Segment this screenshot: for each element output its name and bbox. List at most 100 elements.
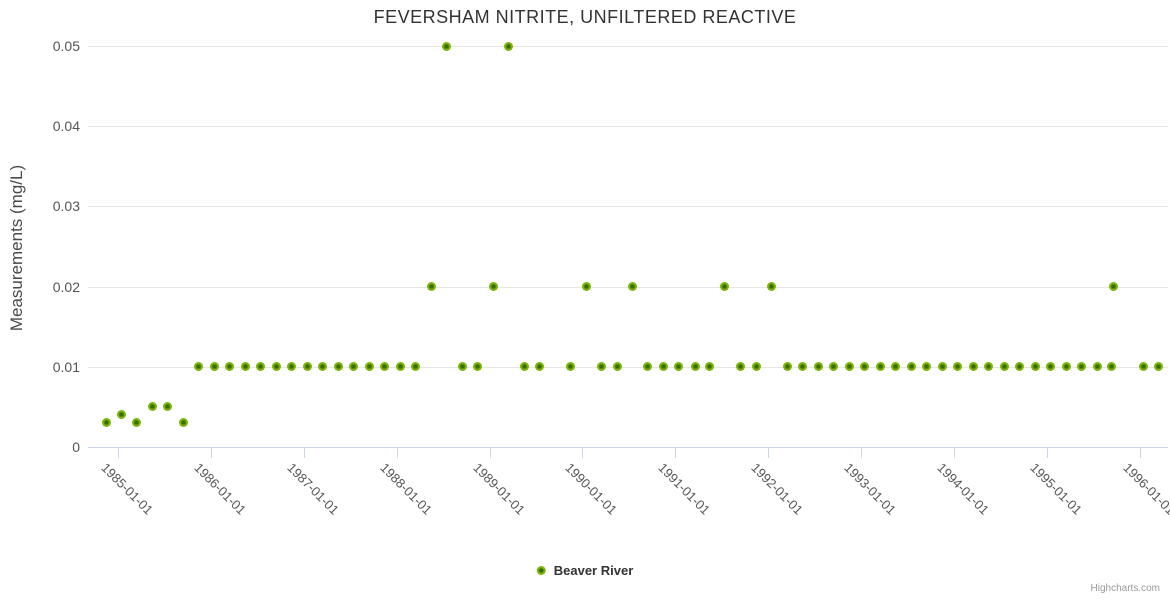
data-point[interactable] [767,282,777,292]
data-point[interactable] [457,362,467,372]
data-point[interactable] [705,362,715,372]
data-point[interactable] [691,362,701,372]
legend-label: Beaver River [553,563,634,578]
x-axis-tick-label: 1986-01-01 [191,460,249,518]
data-point[interactable] [829,362,839,372]
x-axis-tick-label: 1987-01-01 [284,460,342,518]
data-point[interactable] [813,362,823,372]
data-point[interactable] [287,362,297,372]
chart-title: FEVERSHAM NITRITE, UNFILTERED REACTIVE [373,7,797,27]
data-point[interactable] [101,418,111,428]
legend-marker-icon [536,566,546,575]
data-point[interactable] [333,362,343,372]
x-axis-line [88,447,1168,448]
data-point[interactable] [1092,362,1102,372]
data-point[interactable] [999,362,1009,372]
data-point[interactable] [256,362,266,372]
data-point[interactable] [844,362,854,372]
data-point[interactable] [674,362,684,372]
data-point[interactable] [504,41,514,51]
data-point[interactable] [798,362,808,372]
data-point[interactable] [860,362,870,372]
data-point[interactable] [380,362,390,372]
data-point[interactable] [1109,282,1119,292]
data-point[interactable] [937,362,947,372]
data-point[interactable] [597,362,607,372]
x-axis-tick [675,448,677,458]
x-axis-tick [210,448,212,458]
data-point[interactable] [395,362,405,372]
data-point[interactable] [1015,362,1025,372]
data-point[interactable] [411,362,421,372]
data-point[interactable] [751,362,761,372]
data-point[interactable] [719,282,729,292]
x-axis-tick [1047,448,1049,458]
y-gridline [88,126,1168,128]
x-axis-tick [489,448,491,458]
data-point[interactable] [426,282,436,292]
x-axis-tick [303,448,305,458]
x-axis-tick-label: 1990-01-01 [562,460,621,518]
data-point[interactable] [643,362,653,372]
data-point[interactable] [628,282,637,292]
data-point[interactable] [117,410,126,420]
data-point[interactable] [968,362,978,372]
data-point[interactable] [1061,362,1071,372]
data-point[interactable] [535,362,545,372]
legend-item-beaver-river[interactable]: Beaver River [536,563,634,578]
data-point[interactable] [519,362,529,372]
data-point[interactable] [1077,362,1087,372]
data-point[interactable] [1046,362,1056,372]
data-point[interactable] [442,41,452,51]
x-axis-tick-label: 1989-01-01 [469,460,528,518]
x-axis-tick [582,448,584,458]
data-point[interactable] [782,362,792,372]
x-axis-tick-label: 1988-01-01 [377,460,435,518]
data-point[interactable] [473,362,483,372]
data-point[interactable] [922,362,932,372]
data-point[interactable] [658,362,668,372]
x-axis-tick [117,448,119,458]
data-point[interactable] [984,362,994,372]
data-point[interactable] [875,362,885,372]
x-axis-tick [768,448,770,458]
data-point[interactable] [566,362,576,372]
data-point[interactable] [488,282,498,292]
x-axis-tick-label: 1995-01-01 [1027,460,1086,518]
data-point[interactable] [581,282,591,292]
data-point[interactable] [349,362,359,372]
data-point[interactable] [1030,362,1040,372]
data-point[interactable] [906,362,916,372]
data-point[interactable] [194,362,204,372]
x-axis-tick-label: 1996-01-01 [1120,460,1170,518]
data-point[interactable] [271,362,281,372]
highcharts-credit-link[interactable]: Highcharts.com [1090,583,1160,594]
data-point[interactable] [1139,362,1148,372]
data-point[interactable] [302,362,312,372]
data-point[interactable] [736,362,746,372]
data-point[interactable] [612,362,622,372]
data-point[interactable] [953,362,963,372]
x-axis-tick-label: 1993-01-01 [841,460,900,518]
data-point[interactable] [225,362,235,372]
y-axis-tick-label: 0.05 [52,38,80,54]
x-axis-tick [1139,448,1141,458]
data-point[interactable] [1107,362,1117,372]
data-point[interactable] [318,362,328,372]
data-point[interactable] [1154,362,1164,372]
x-axis-tick-label: 1992-01-01 [748,460,807,518]
data-point[interactable] [364,362,374,372]
data-point[interactable] [891,362,901,372]
x-axis-tick-label: 1994-01-01 [934,460,993,518]
data-point[interactable] [147,402,157,412]
data-point[interactable] [209,362,219,372]
data-point[interactable] [178,418,188,428]
x-axis-tick-label: 1985-01-01 [98,460,156,518]
x-axis-tick [396,448,398,458]
x-axis-tick [954,448,956,458]
data-point[interactable] [240,362,250,372]
data-point[interactable] [132,418,142,428]
y-gridline [88,366,1168,368]
data-point[interactable] [163,402,173,412]
